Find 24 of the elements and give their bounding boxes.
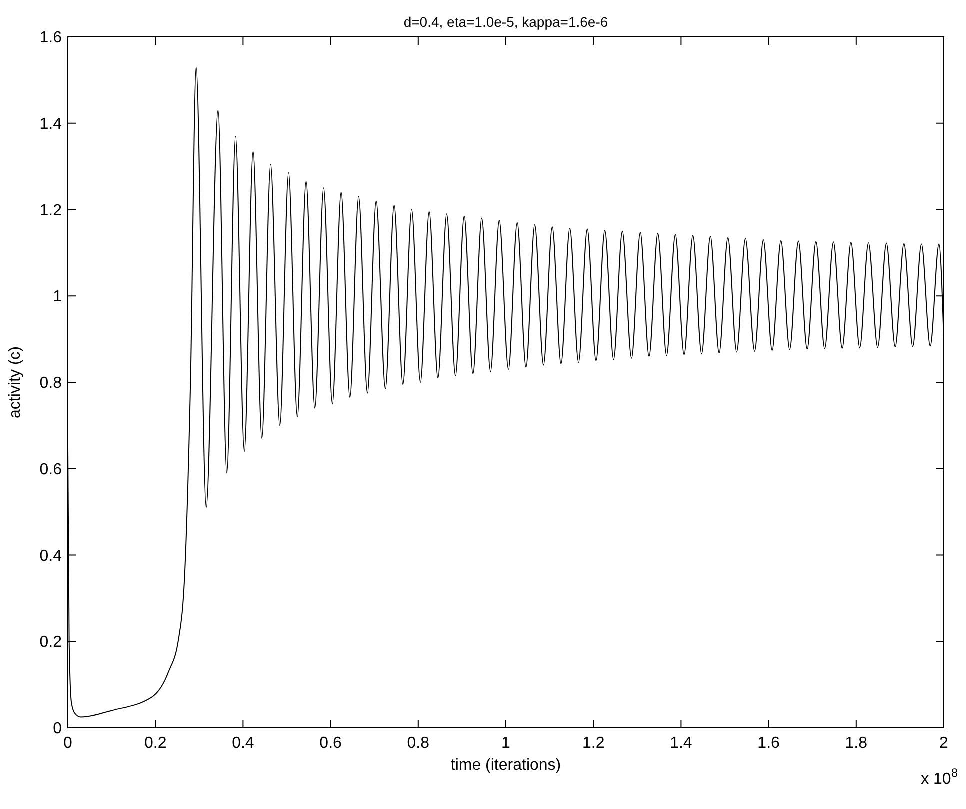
- y-tick-label: 1.4: [40, 116, 62, 133]
- x-tick-label: 1.4: [670, 735, 692, 752]
- x-axis-title: time (iterations): [450, 757, 562, 774]
- y-tick-label: 0.8: [40, 375, 62, 392]
- y-tick-label: 0.4: [40, 548, 62, 565]
- x-tick-label: 0: [64, 735, 73, 752]
- x-tick-label: 0.8: [407, 735, 430, 752]
- x-tick-label: 0.6: [320, 735, 342, 752]
- y-tick-label: 0.6: [40, 461, 62, 478]
- x-tick-label: 0.2: [144, 735, 167, 752]
- y-tick-label: 0: [53, 720, 62, 738]
- x-tick-label: 2: [940, 735, 949, 752]
- x-tick-label: 0.4: [232, 735, 254, 752]
- y-tick-label: 1: [53, 288, 62, 306]
- chart-title: d=0.4, eta=1.0e-5, kappa=1.6e-6: [404, 14, 608, 30]
- y-tick-label: 1.2: [40, 202, 62, 220]
- y-tick-label: 1.6: [40, 30, 62, 47]
- text: x 10$^{8}$: [921, 766, 958, 788]
- x-tick-label: 1.6: [758, 735, 780, 752]
- x-tick-label: 1.2: [582, 735, 605, 752]
- x-tick-label: 1: [502, 735, 511, 752]
- y-tick-label: 0.2: [40, 634, 62, 652]
- x-tick-label: 1.8: [845, 735, 868, 752]
- y-axis-title: activity (c): [7, 346, 24, 418]
